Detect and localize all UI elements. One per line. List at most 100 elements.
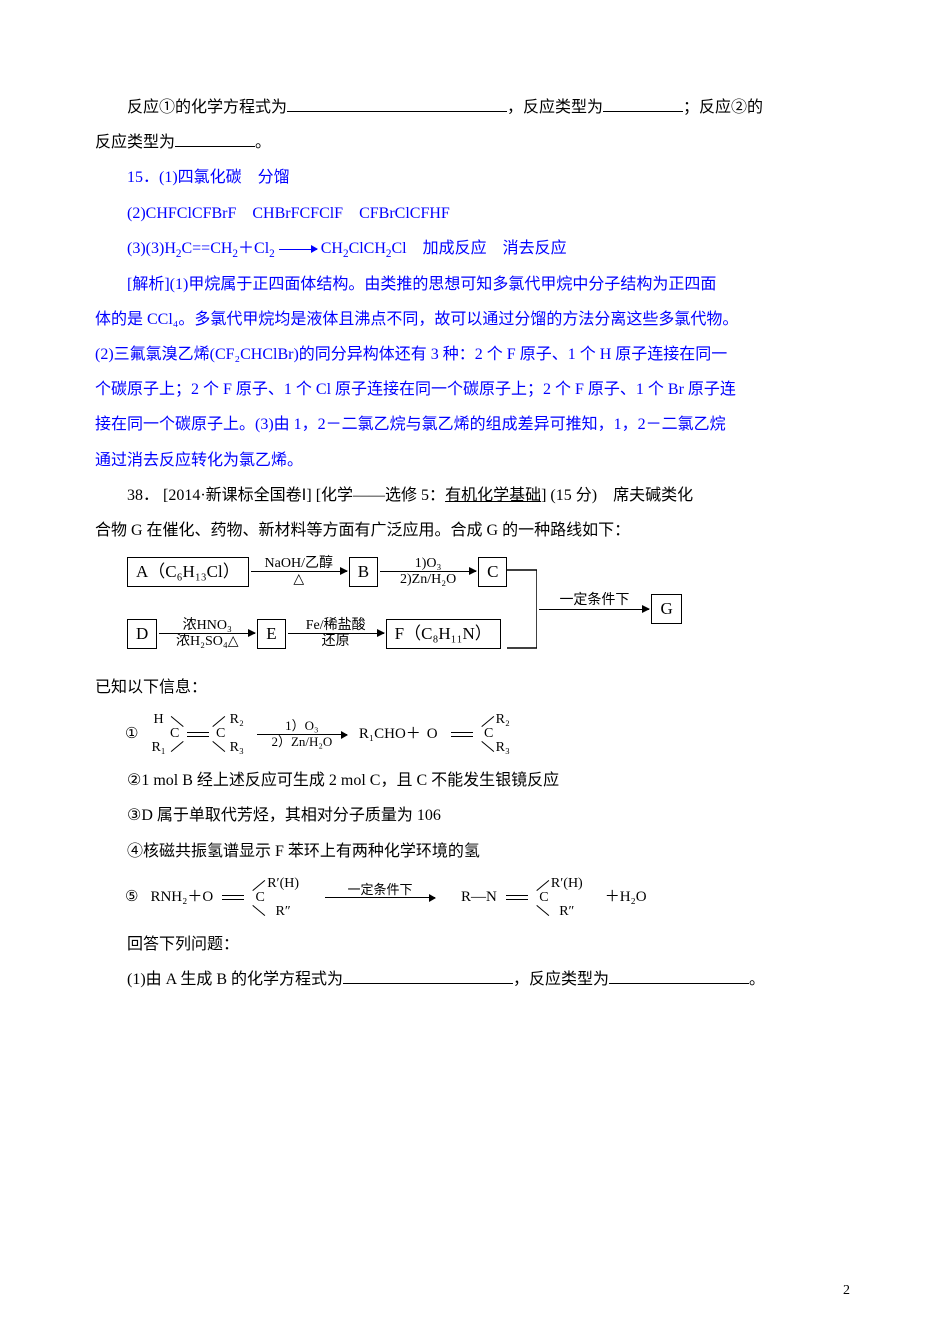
t: R₁ (150, 741, 166, 755)
text: 。 (255, 134, 271, 151)
imine-structure: R′(H) C R″ (537, 877, 583, 919)
ans15-exp1: [解析](1)甲烷属于正四面体结构。由类推的思想可知多氯代甲烷中分子结构为正四面 (95, 267, 850, 302)
flow-arrow-4: Fe/稀盐酸 还原 (286, 618, 386, 650)
bond-icon (167, 741, 183, 755)
blank (175, 130, 255, 147)
bond-icon (537, 877, 551, 891)
sub-q1: (1)由 A 生成 B 的化学方程式为，反应类型为。 (95, 962, 850, 997)
ans15-exp6: 通过消去反应转化为氯乙烯。 (95, 443, 850, 478)
ans15-3: (3)(3)H2C==CH2＋Cl2 CH2ClCH2Cl 加成反应 消去反应 (95, 231, 850, 267)
rxn-arrow: 一定条件下 (325, 883, 435, 913)
text: ；反应②的 (683, 99, 763, 116)
blank (343, 967, 513, 984)
double-bond-icon (451, 732, 473, 737)
t: C==CH (181, 240, 232, 257)
t: R₂ (229, 713, 245, 727)
t: ＋H₂O (605, 881, 647, 914)
bond-icon (537, 905, 551, 919)
flow-row-top: A（C₆H₁₃Cl） NaOH/乙醇 △ B 1)O₃ 2)Zn/H₂O C (127, 556, 507, 588)
ans15-exp4: 个碳原子上；2 个 F 原子、1 个 Cl 原子连接在同一个碳原子上；2 个 F… (95, 372, 850, 407)
info-2: ②1 mol B 经上述反应可生成 2 mol C，且 C 不能发生银镜反应 (95, 763, 850, 798)
t: ＋Cl (238, 240, 269, 257)
text: ，反应类型为 (507, 99, 603, 116)
ketone-structure: R₂ C R₃ (482, 713, 510, 755)
flow-arrow-3: 浓HNO₃ 浓H₂SO₄△ (157, 618, 257, 650)
blank (609, 967, 749, 984)
ans15-1: 15．(1)四氯化碳 分馏 (95, 160, 850, 195)
bond-icon (213, 713, 229, 727)
num: ① (125, 718, 138, 751)
answer-prompt: 回答下列问题： (95, 927, 850, 962)
t: (1)由 A 生成 B 的化学方程式为 (127, 971, 343, 988)
arrow-icon (279, 249, 317, 250)
bond-icon (482, 713, 496, 727)
flow-box-B: B (349, 557, 378, 587)
info-4: ④核磁共振氢谱显示 F 苯环上有两种化学环境的氢 (95, 834, 850, 869)
t: R″ (276, 905, 291, 919)
blank (287, 95, 507, 112)
t: R″ (559, 905, 574, 919)
t: Cl 加成反应 消去反应 (392, 240, 567, 257)
q38-line2: 合物 G 在催化、药物、新材料等方面有广泛应用。合成 G 的一种路线如下： (95, 513, 850, 548)
rxn-arrow: 1）O₃ 2）Zn/H₂O (257, 719, 347, 749)
carbonyl-structure: R′(H) C R″ (253, 877, 299, 919)
alkene-structure: H R₂ C C R₁ R₃ (150, 713, 244, 755)
flow-arrow-1: NaOH/乙醇 △ (249, 556, 349, 588)
bond-icon (167, 713, 183, 727)
num: ⑤ (125, 881, 138, 914)
t: Fe/稀盐酸 (302, 618, 370, 633)
flow-box-F: F（C₈H₁₁N） (386, 619, 501, 649)
flow-join: 一定条件下 G (507, 554, 681, 664)
t: R′(H) (267, 877, 299, 891)
double-bond-icon (222, 895, 244, 900)
bond-icon (482, 741, 496, 755)
t: 2)Zn/H₂O (396, 572, 460, 587)
text: 反应类型为 (95, 134, 175, 151)
text: 反应①的化学方程式为 (127, 99, 287, 116)
q-fragment-line1: 反应①的化学方程式为 ，反应类型为 ；反应②的 (95, 90, 850, 125)
ans15-exp3: (2)三氟氯溴乙烯(CF₂CHClBr)的同分异构体还有 3 种：2 个 F 原… (95, 337, 850, 372)
double-bond-icon (506, 895, 528, 900)
t: 38． (127, 487, 159, 504)
bond-icon (253, 905, 267, 919)
double-bond-icon (187, 732, 209, 737)
t: 有机化学基础 (445, 487, 541, 504)
t: RNH₂＋O (150, 881, 213, 914)
reaction-1: ① H R₂ C C R₁ R₃ 1）O₃ 2）Zn/H₂O R₁CHO＋ O … (125, 713, 850, 755)
t: △ (289, 572, 308, 587)
t: R′(H) (551, 877, 583, 891)
t: CH (321, 240, 343, 257)
q-fragment-line2: 反应类型为 。 (95, 125, 850, 160)
blank (603, 95, 683, 112)
flow-row-bot: D 浓HNO₃ 浓H₂SO₄△ E Fe/稀盐酸 还原 F（C₈H₁₁N） (127, 618, 507, 650)
join-lines-icon (507, 554, 537, 664)
known-info-label: 已知以下信息： (95, 670, 850, 705)
t: R₂ (496, 713, 510, 727)
bond-icon (253, 877, 267, 891)
flow-box-C: C (478, 557, 507, 587)
synthesis-flowchart: A（C₆H₁₃Cl） NaOH/乙醇 △ B 1)O₃ 2)Zn/H₂O C D (127, 554, 850, 664)
t: 一定条件下 (555, 593, 633, 608)
reaction-5: ⑤ RNH₂＋O R′(H) C R″ 一定条件下 R—N R′(H) C R″… (125, 877, 850, 919)
t: ，反应类型为 (513, 971, 609, 988)
flow-box-G: G (651, 594, 681, 624)
flow-arrow-2: 1)O₃ 2)Zn/H₂O (378, 556, 478, 588)
t: [解析] (127, 276, 170, 293)
t: 浓HNO₃ (179, 618, 236, 633)
t: (3)H (146, 240, 176, 257)
t: ClCH (349, 240, 386, 257)
t: 还原 (318, 634, 354, 649)
flow-box-E: E (257, 619, 285, 649)
ans15-exp5: 接在同一个碳原子上。(3)由 1，2－二氯乙烷与氯乙烯的组成差异可推知，1，2－… (95, 407, 850, 442)
t: ] (15 分) 席夫碱类化 (541, 487, 693, 504)
ans15-2: (2)CHFClCFBrF CHBrFCFClF CFBrClCFHF (95, 196, 850, 231)
t: R₃ (496, 741, 510, 755)
flow-box-A: A（C₆H₁₃Cl） (127, 557, 249, 587)
t: H (153, 713, 165, 727)
t: 浓H₂SO₄△ (172, 634, 243, 649)
t: 2）Zn/H₂O (271, 735, 332, 749)
bond-icon (213, 741, 229, 755)
page-number: 2 (843, 1276, 850, 1307)
t: NaOH/乙醇 (261, 556, 337, 571)
t: [2014·新课标全国卷Ⅰ] [化学——选修 5： (163, 487, 445, 504)
